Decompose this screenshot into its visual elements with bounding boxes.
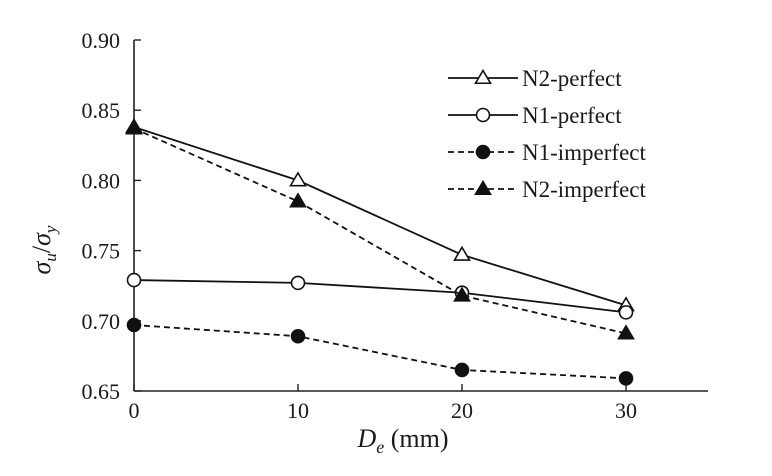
data-point-n1-perfect bbox=[290, 275, 306, 291]
series-line-n2-imperfect bbox=[133, 127, 627, 335]
y-tick-label: 0.65 bbox=[82, 379, 121, 404]
x-tick-label: 0 bbox=[129, 398, 140, 423]
data-point-n1-imperfect bbox=[126, 317, 142, 333]
y-tick-label: 0.75 bbox=[82, 239, 121, 264]
legend-item-n2-imperfect: N2-imperfect bbox=[448, 177, 646, 202]
data-point-n1-imperfect bbox=[290, 328, 306, 344]
legend-marker-n2-perfect bbox=[474, 68, 492, 85]
y-tick-label: 0.80 bbox=[82, 168, 121, 193]
data-point-n2-perfect bbox=[453, 245, 471, 261]
legend-label-n1-perfect: N1-perfect bbox=[522, 103, 622, 128]
legend-marker-n1-imperfect bbox=[475, 144, 491, 160]
y-tick-label: 0.85 bbox=[82, 98, 121, 123]
data-point-n2-imperfect bbox=[453, 286, 471, 302]
series-line-n1-imperfect bbox=[133, 324, 627, 380]
x-tick-label: 10 bbox=[287, 398, 309, 423]
series-n1-imperfect bbox=[126, 317, 634, 386]
x-axis-label: De (mm) bbox=[356, 424, 448, 457]
legend: N2-perfect N1-perfect N1-imperfect N2-imper… bbox=[448, 66, 646, 202]
x-tick-label: 30 bbox=[615, 398, 637, 423]
axes: 0.65 0.70 0.75 0.80 0.85 0.90 0 10 20 30 bbox=[82, 28, 708, 423]
data-point-n2-imperfect bbox=[617, 324, 635, 340]
y-axis-label: σu/σy bbox=[27, 225, 60, 274]
data-point-n1-imperfect bbox=[618, 371, 634, 386]
x-tick-label: 20 bbox=[451, 398, 473, 423]
legend-item-n1-perfect: N1-perfect bbox=[448, 103, 622, 128]
data-point-n1-perfect bbox=[126, 272, 142, 288]
series-n1-perfect bbox=[126, 272, 634, 320]
legend-label-n2-imperfect: N2-imperfect bbox=[522, 177, 646, 202]
data-point-n2-perfect bbox=[289, 171, 307, 187]
series-layer bbox=[125, 117, 635, 386]
legend-label-n1-imperfect: N1-imperfect bbox=[522, 140, 646, 165]
data-point-n2-imperfect bbox=[125, 119, 143, 135]
legend-marker-n2-imperfect bbox=[474, 179, 492, 196]
data-point-n1-imperfect bbox=[454, 362, 470, 378]
series-n2-imperfect bbox=[125, 119, 635, 340]
legend-marker-n1-perfect bbox=[475, 107, 491, 123]
data-point-n1-perfect bbox=[618, 305, 634, 320]
y-tick-label: 0.70 bbox=[82, 309, 121, 334]
series-line-n2-perfect bbox=[133, 126, 627, 307]
y-tick-label: 0.90 bbox=[82, 28, 121, 53]
legend-item-n1-imperfect: N1-imperfect bbox=[448, 140, 646, 165]
series-line-n1-perfect bbox=[133, 279, 627, 314]
legend-label-n2-perfect: N2-perfect bbox=[522, 66, 622, 91]
data-point-n2-imperfect bbox=[289, 192, 307, 208]
legend-item-n2-perfect: N2-perfect bbox=[448, 66, 622, 91]
